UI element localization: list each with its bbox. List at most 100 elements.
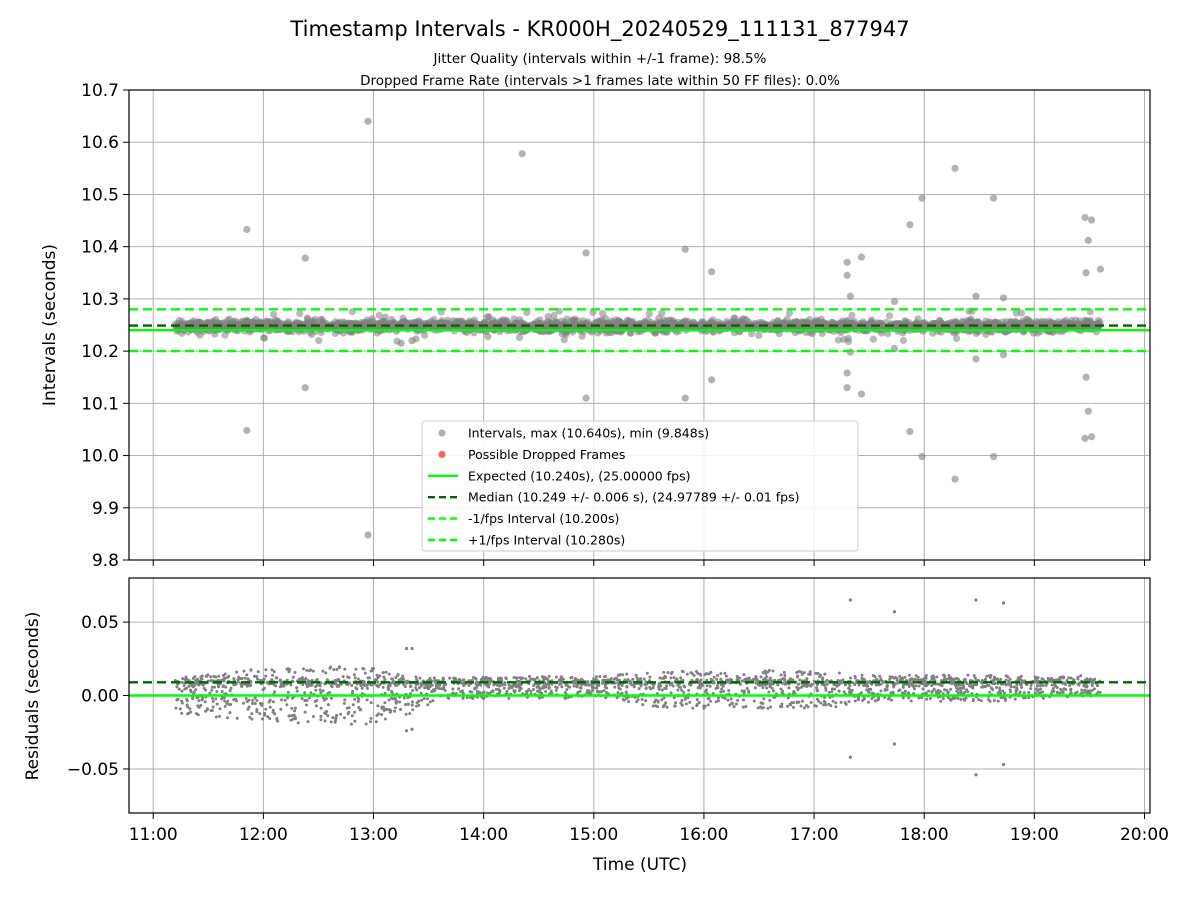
- residual-point: [829, 704, 833, 708]
- interval-point: [1019, 322, 1027, 330]
- residual-point: [256, 670, 260, 674]
- legend-item: +1/fps Interval (10.280s): [428, 533, 625, 548]
- interval-outlier-point: [857, 390, 866, 398]
- residual-point: [924, 674, 928, 678]
- residual-point: [800, 672, 804, 676]
- legend-label: Expected (10.240s), (25.00000 fps): [468, 468, 690, 483]
- residual-point: [1059, 687, 1063, 691]
- residual-point: [1012, 685, 1016, 689]
- residual-point: [890, 675, 894, 679]
- residual-point: [656, 700, 660, 704]
- residual-point: [723, 671, 727, 675]
- residual-point: [821, 676, 825, 680]
- intervals-y-ticks: 9.89.910.010.110.210.310.410.510.610.7: [81, 81, 129, 571]
- residual-point: [222, 684, 226, 688]
- residual-point: [378, 683, 382, 687]
- residual-point: [587, 683, 591, 687]
- residual-point: [268, 705, 272, 709]
- residual-point: [1082, 684, 1086, 688]
- interval-point: [882, 318, 890, 327]
- residual-point: [662, 696, 666, 700]
- residual-point: [575, 685, 579, 689]
- residual-point: [737, 676, 741, 680]
- residual-point: [250, 717, 254, 721]
- residual-point: [741, 705, 745, 709]
- residual-point: [779, 705, 783, 709]
- residual-point: [258, 701, 262, 705]
- interval-outlier-point: [972, 355, 980, 363]
- residual-point: [724, 674, 728, 678]
- residual-point: [956, 678, 960, 682]
- residual-point: [676, 688, 680, 692]
- residual-point: [914, 674, 918, 678]
- residual-point: [645, 671, 649, 675]
- residual-point: [716, 686, 720, 690]
- residual-point: [709, 677, 713, 681]
- residual-point: [697, 701, 701, 705]
- residual-point: [1079, 674, 1083, 678]
- residual-point: [949, 687, 953, 691]
- residual-point: [180, 689, 184, 693]
- residual-point: [761, 706, 765, 710]
- residual-point: [308, 684, 312, 688]
- residual-point: [842, 690, 846, 694]
- residual-point: [519, 677, 523, 681]
- residual-point: [214, 675, 218, 679]
- residual-point: [904, 682, 908, 686]
- intervals-y-tick-label: 9.9: [92, 499, 119, 519]
- residual-point: [586, 680, 590, 684]
- residual-point: [616, 681, 620, 685]
- residual-point: [286, 690, 290, 694]
- residual-point: [881, 680, 885, 684]
- residual-point: [497, 684, 501, 688]
- residual-point: [1061, 691, 1065, 695]
- residual-point: [442, 685, 446, 689]
- residual-point: [709, 670, 713, 674]
- residual-point: [245, 673, 249, 677]
- residual-point: [613, 685, 617, 689]
- residual-point: [989, 674, 993, 678]
- residual-point: [192, 690, 196, 694]
- residual-point: [1047, 678, 1051, 682]
- residual-point: [196, 677, 200, 681]
- residual-point: [698, 683, 702, 687]
- residual-point: [222, 696, 226, 700]
- residual-point: [625, 672, 629, 676]
- residual-point: [689, 683, 693, 687]
- interval-point: [572, 321, 580, 329]
- interval-outlier-point: [301, 254, 309, 262]
- residual-point: [785, 704, 789, 708]
- residual-point: [188, 707, 192, 711]
- residual-point: [853, 676, 857, 680]
- residual-point: [705, 684, 709, 688]
- residual-point: [544, 690, 548, 694]
- residual-point: [388, 710, 392, 714]
- residual-point: [652, 682, 656, 686]
- residual-point: [538, 696, 542, 700]
- residual-point: [529, 689, 533, 693]
- interval-point: [263, 317, 271, 325]
- residual-point: [674, 701, 678, 705]
- intervals-y-tick-label: 10.2: [81, 342, 119, 362]
- interval-point: [1017, 309, 1026, 317]
- residual-point: [672, 676, 676, 680]
- residual-point: [792, 705, 796, 709]
- residual-point: [643, 683, 647, 687]
- residual-point: [334, 714, 338, 718]
- residual-point: [879, 682, 883, 686]
- residual-point: [624, 690, 628, 694]
- residual-point: [1036, 689, 1040, 693]
- residual-point: [547, 683, 551, 687]
- residual-point: [759, 701, 763, 705]
- intervals-legend: Intervals, max (10.640s), min (9.848s)Po…: [421, 420, 859, 552]
- residual-point: [901, 676, 905, 680]
- residual-point: [975, 683, 979, 687]
- residual-point: [907, 696, 911, 700]
- interval-outlier-point: [999, 351, 1008, 359]
- residual-point: [851, 681, 855, 685]
- residual-point: [214, 715, 218, 719]
- residual-point: [300, 696, 304, 700]
- residual-point: [731, 702, 735, 706]
- residual-point: [326, 714, 330, 718]
- residual-point: [1029, 687, 1033, 691]
